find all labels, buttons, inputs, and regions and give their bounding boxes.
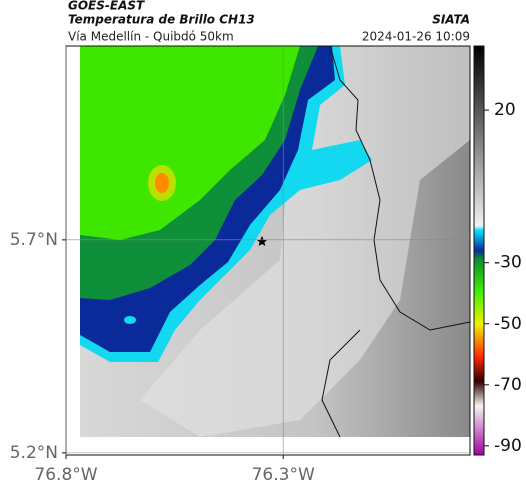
imagery [80, 45, 471, 438]
colorbar-tick-label: -50 [494, 314, 522, 334]
y-tick-label: 5.2°N [10, 443, 58, 463]
colorbar-tick-label: -30 [494, 253, 522, 273]
product: GOES-EAST [68, 0, 145, 13]
colorbar [473, 45, 485, 456]
subtitle: Vía Medellín - Quibdó 50km [68, 30, 234, 44]
colorbar-tick-label: 20 [494, 100, 516, 120]
colorbar-tick-label: -70 [494, 375, 522, 395]
x-tick-label: 76.8°W [34, 465, 97, 485]
timestamp: 2024-01-26 10:09 [362, 30, 470, 44]
x-tick-label: 76.3°W [252, 465, 315, 485]
y-tick-label: 5.7°N [10, 230, 58, 250]
colorbar-tick-label: -90 [494, 436, 522, 456]
title: Temperatura de Brillo CH13 [68, 13, 255, 27]
source: SIATA [432, 13, 470, 27]
